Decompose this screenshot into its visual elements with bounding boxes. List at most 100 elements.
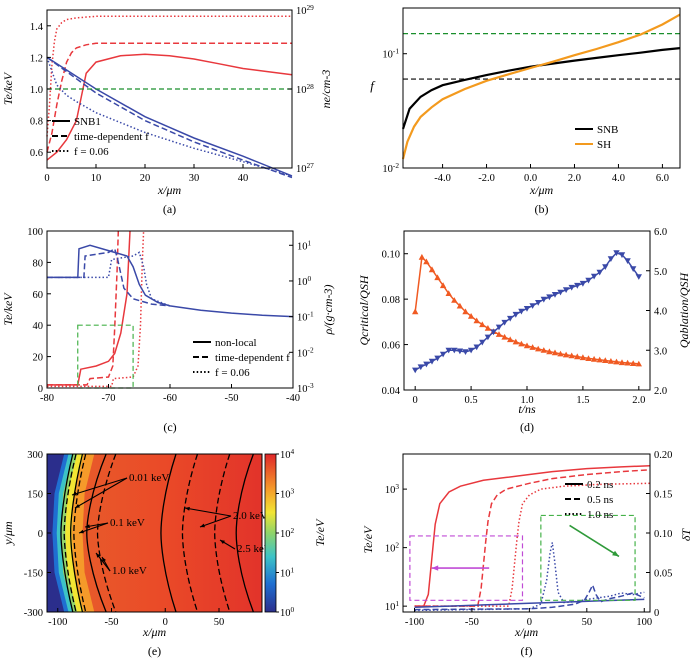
x-tick-label: 20 xyxy=(140,173,151,184)
y-tick-label-right: 10-3 xyxy=(297,381,314,395)
colorbar-label: Te/eV xyxy=(313,518,327,547)
y-axis-label-right: ne/cm-3 xyxy=(319,70,333,109)
y-tick-label-left: 20 xyxy=(33,353,44,364)
y-tick-label-left: 0.10 xyxy=(382,250,400,261)
legend-label: SNB1 xyxy=(74,116,101,128)
series-marker xyxy=(434,355,441,362)
y-tick-label-left: 103 xyxy=(385,482,400,496)
y-tick-label-right: 0.10 xyxy=(654,529,672,540)
y-tick-label-left: 0.8 xyxy=(30,117,43,128)
legend-label: 1.0 ns xyxy=(587,509,613,521)
y-tick-label-right: 1028 xyxy=(296,82,314,96)
series-marker xyxy=(495,331,503,337)
x-tick-label: 0 xyxy=(44,173,49,184)
series-line xyxy=(47,230,131,386)
y-axis-label-right: ρ/(g·cm-3) xyxy=(321,284,335,335)
y-axis-label: f xyxy=(370,78,376,93)
series-marker xyxy=(635,360,642,367)
plot-frame xyxy=(402,453,651,613)
x-tick-label: 4.0 xyxy=(612,173,625,184)
legend-label: non-local xyxy=(215,337,257,349)
series-marker xyxy=(518,340,525,347)
series-marker xyxy=(501,319,508,326)
series-marker xyxy=(507,315,514,322)
y-axis-label-left: Qcritical/QSH xyxy=(357,274,371,345)
series-marker xyxy=(557,350,564,357)
series-marker xyxy=(551,349,559,356)
y-tick-label-right: 0.20 xyxy=(654,450,672,461)
annotation-label: 2.0 keV xyxy=(233,510,268,522)
panel-caption: (a) xyxy=(163,202,176,216)
annotation-arrowhead xyxy=(102,557,106,562)
annotation-arrowhead xyxy=(85,524,90,529)
chart-d: 0 0.5 1.0 1.5 2.0 0.04 0.06 0.08 0.10 2.0 3.0 4.0 5.… xyxy=(357,227,691,434)
contour-line xyxy=(160,453,177,613)
annotation-arrowhead xyxy=(96,553,101,558)
y-tick-label-left: 0.04 xyxy=(382,386,401,397)
series-marker xyxy=(540,296,547,303)
series-marker xyxy=(456,302,464,309)
y-tick-label-left: 1.0 xyxy=(30,85,43,96)
panel-caption: (c) xyxy=(163,420,176,434)
y-tick-label-right: 101 xyxy=(297,238,312,252)
y-tick-label-left: 0.06 xyxy=(382,341,400,352)
annotation-arrow xyxy=(71,477,128,496)
series-marker xyxy=(518,308,525,315)
series-line xyxy=(47,244,294,318)
x-tick-label: -40 xyxy=(286,393,300,404)
y-tick-label-right: 2.0 xyxy=(654,386,667,397)
legend-label: SNB xyxy=(597,124,618,136)
series-marker xyxy=(523,306,531,312)
y-tick-label-right: 3.0 xyxy=(654,346,667,357)
y-axis-label-left: Te/keV xyxy=(1,292,15,326)
y-tick-label-left: 150 xyxy=(27,490,43,501)
y-tick-label-right: 10-2 xyxy=(297,345,314,359)
series-marker xyxy=(490,329,497,336)
x-axis-label: x/μm xyxy=(142,625,167,639)
chart-f: -100 -50 0 50 100 101 102 103 0 0.05 0.10 0.15 0.20 0… xyxy=(361,450,693,658)
legend-label: 0.2 ns xyxy=(587,479,613,491)
legend-label: f = 0.06 xyxy=(215,367,250,379)
x-axis-label: x/μm xyxy=(157,183,182,197)
x-tick-label: -50 xyxy=(105,617,119,628)
y-tick-label-right: 100 xyxy=(297,274,312,288)
y-tick-label-left: 60 xyxy=(33,290,44,301)
series-marker xyxy=(484,334,492,341)
series-marker xyxy=(423,258,430,265)
series-marker xyxy=(607,256,615,262)
series-marker xyxy=(590,273,598,280)
series-marker xyxy=(579,280,587,287)
series-line xyxy=(414,542,645,612)
series-line xyxy=(46,53,293,161)
y-tick-label-right: 0.15 xyxy=(654,490,672,501)
series-marker xyxy=(434,274,441,281)
panel-caption: (b) xyxy=(535,202,549,216)
y-tick-label-right: 0 xyxy=(654,608,659,619)
x-tick-label: 1.0 xyxy=(520,395,533,406)
series-marker xyxy=(557,289,564,296)
contour-line xyxy=(63,453,77,613)
y-tick-label-left: 0.08 xyxy=(382,295,400,306)
series-marker xyxy=(624,359,631,366)
y-tick-label-right: 4.0 xyxy=(654,307,667,318)
series-line xyxy=(401,13,681,160)
series-marker xyxy=(484,325,492,331)
series-marker xyxy=(590,355,598,362)
annotation-arrow xyxy=(199,515,232,528)
series-marker xyxy=(417,364,424,371)
legend-label: 0.5 ns xyxy=(587,494,613,506)
series-marker xyxy=(501,333,508,340)
y-tick-label-right: 6.0 xyxy=(654,227,667,238)
series-marker xyxy=(546,348,553,355)
series-marker xyxy=(624,258,631,264)
series-marker xyxy=(451,297,458,303)
y-tick-label-right: 1029 xyxy=(296,3,314,17)
series-marker xyxy=(445,290,452,296)
annotation-label: 0.1 keV xyxy=(110,517,145,529)
x-tick-label: -100 xyxy=(48,617,67,628)
series-marker xyxy=(456,348,464,355)
series-marker xyxy=(495,324,503,331)
x-tick-label: 2.0 xyxy=(568,173,581,184)
chart-c: -80 -70 -60 -50 -40 0 20 40 60 80 100 10-3 10-2 10-1 1… xyxy=(1,227,335,434)
x-tick-label: 2.0 xyxy=(632,395,645,406)
